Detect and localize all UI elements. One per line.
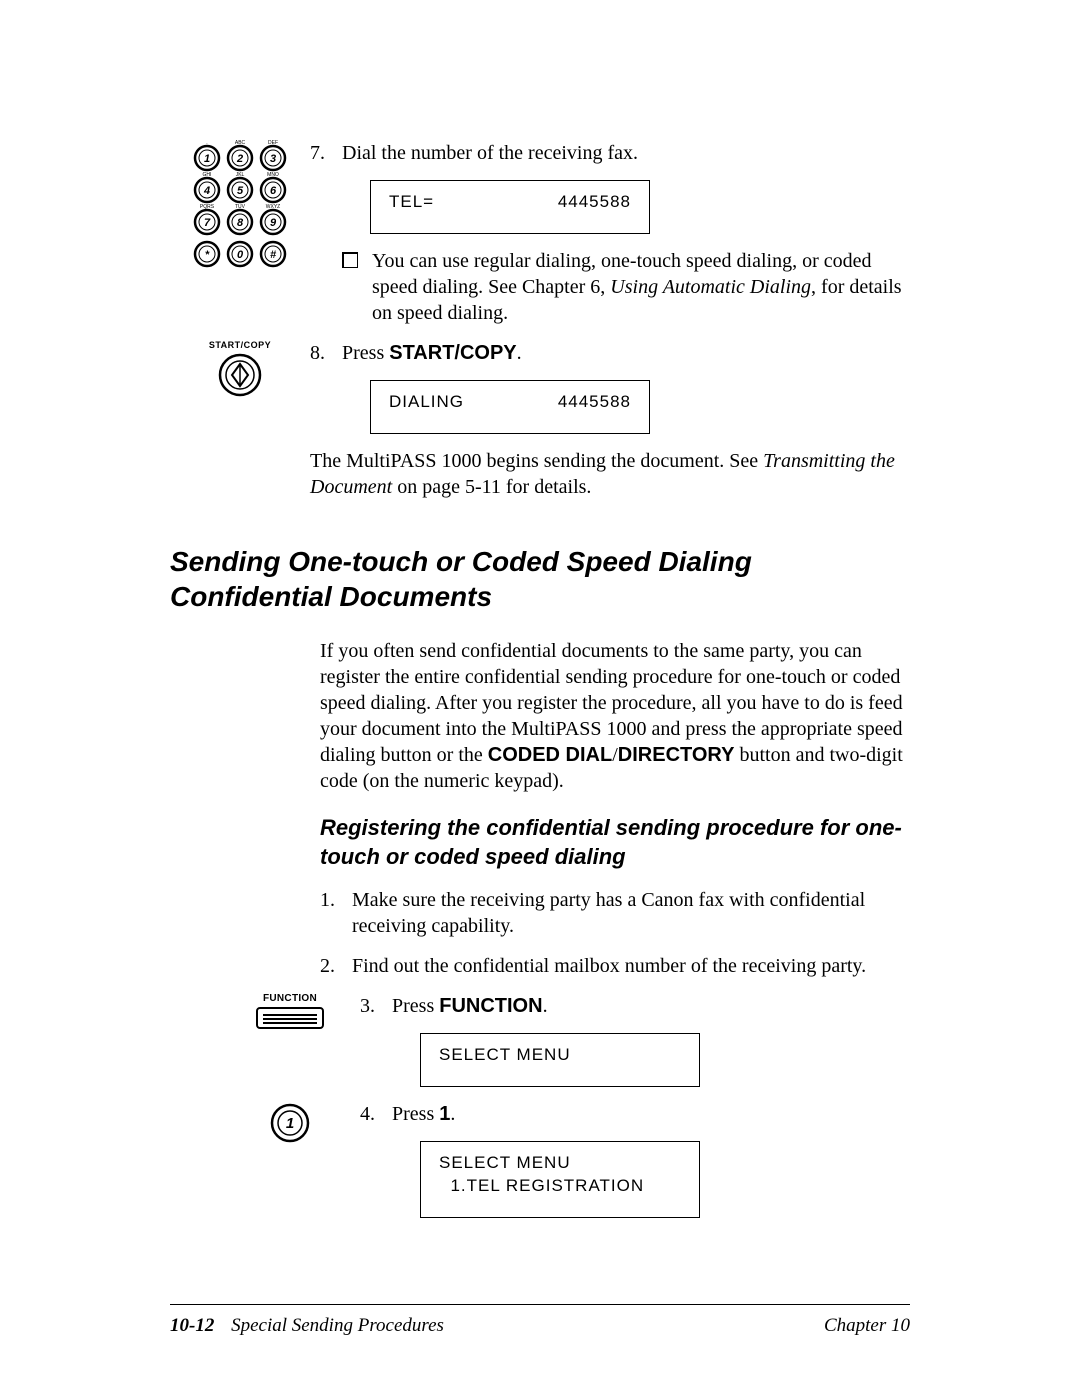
reg-step-4-post: . — [450, 1103, 455, 1125]
step-8-number: 8. — [310, 340, 342, 366]
footer-rule — [170, 1304, 910, 1305]
svg-text:DEF: DEF — [268, 140, 278, 146]
step-8-row: START/COPY 8. Press START/COPY. — [170, 340, 910, 514]
reg-step-3-row: FUNCTION 3. Press FUNCTION. — [170, 993, 910, 1101]
start-copy-icon: START/COPY — [170, 340, 310, 400]
reg-step-4-bold: 1 — [439, 1103, 450, 1125]
svg-text:1: 1 — [286, 1115, 294, 1132]
reg-step-4-row: 1 4. Press 1. SELECT MENU 1.TEL REGISTRA… — [170, 1101, 910, 1231]
content-area: 1 2 3 4 5 6 7 8 9 * 0 # . ABC DEF GHI JKL MNO PQRS TU… — [170, 140, 910, 1232]
svg-text:0: 0 — [237, 249, 244, 261]
step-8-after-pre: The MultiPASS 1000 begins sending the do… — [310, 450, 763, 472]
note-ital: Using Automatic Dialing — [610, 276, 811, 298]
reg-step-1-text: Make sure the receiving party has a Cano… — [352, 887, 910, 939]
svg-text:2: 2 — [236, 153, 243, 165]
lcd-select-menu-2: SELECT MENU 1.TEL REGISTRATION — [420, 1141, 700, 1217]
keypad-icon: 1 2 3 4 5 6 7 8 9 * 0 # . ABC DEF GHI JKL MNO PQRS TU… — [170, 140, 310, 270]
lcd-dialing-left: DIALING — [389, 391, 464, 413]
reg-step-1: 1. Make sure the receiving party has a C… — [320, 887, 910, 939]
svg-text:3: 3 — [270, 153, 276, 165]
step-8: 8. Press START/COPY. — [310, 340, 910, 366]
footer-left-text: Special Sending Procedures — [231, 1315, 444, 1336]
svg-text:*: * — [205, 249, 210, 261]
reg-step-3-num: 3. — [360, 993, 392, 1019]
start-copy-label: START/COPY — [209, 340, 271, 350]
page: 1 2 3 4 5 6 7 8 9 * 0 # . ABC DEF GHI JKL MNO PQRS TU… — [0, 0, 1080, 1397]
intro-b2: DIRECTORY — [618, 744, 735, 766]
reg-step-4-pre: Press — [392, 1103, 439, 1125]
reg-step-3-pre: Press — [392, 995, 439, 1017]
lcd-tel-right: 4445588 — [558, 191, 631, 213]
svg-text:MNO: MNO — [267, 172, 279, 178]
svg-text:6: 6 — [270, 185, 277, 197]
intro-b1: CODED DIAL — [488, 744, 612, 766]
square-bullet-icon — [342, 252, 358, 268]
svg-text:TUV: TUV — [235, 204, 246, 210]
svg-text:1: 1 — [204, 153, 210, 165]
page-footer: 10-12 Special Sending Procedures Chapter… — [170, 1304, 910, 1337]
lcd-dialing: DIALING 4445588 — [370, 380, 650, 434]
subsection-title: Registering the confidential sending pro… — [320, 814, 910, 871]
svg-text:5: 5 — [237, 185, 244, 197]
step-7-number: 7. — [310, 140, 342, 166]
function-icon: FUNCTION — [170, 993, 360, 1032]
reg-step-4: 4. Press 1. — [360, 1101, 910, 1127]
svg-text:PQRS: PQRS — [200, 204, 215, 210]
lcd-select-menu-2-l2: 1.TEL REGISTRATION — [439, 1175, 681, 1197]
lcd-select-menu-1-text: SELECT MENU — [439, 1044, 681, 1066]
step-7-text: Dial the number of the receiving fax. — [342, 140, 910, 166]
svg-text:4: 4 — [203, 185, 210, 197]
svg-text:9: 9 — [270, 217, 277, 229]
lcd-select-menu-2-l1: SELECT MENU — [439, 1152, 681, 1174]
step-7-note: You can use regular dialing, one-touch s… — [342, 248, 910, 326]
svg-text:ABC: ABC — [235, 140, 246, 146]
lcd-tel-left: TEL= — [389, 191, 434, 213]
svg-text:WXYZ: WXYZ — [266, 204, 280, 210]
reg-step-3-bold: FUNCTION — [439, 995, 542, 1017]
step-8-bold: START/COPY — [389, 342, 516, 364]
intro-paragraph: If you often send confidential documents… — [320, 638, 910, 794]
step-8-pre: Press — [342, 342, 389, 364]
reg-step-2-text: Find out the confidential mailbox number… — [352, 953, 910, 979]
footer-right-text: Chapter 10 — [824, 1315, 910, 1337]
section-title: Sending One-touch or Coded Speed Dialing… — [170, 544, 910, 614]
step-8-after-post: on page 5-11 for details. — [392, 476, 591, 498]
lcd-select-menu-1: SELECT MENU — [420, 1033, 700, 1087]
svg-text:#: # — [270, 249, 277, 261]
svg-text:GHI: GHI — [203, 172, 212, 178]
reg-step-3: 3. Press FUNCTION. — [360, 993, 910, 1019]
reg-step-2-num: 2. — [320, 953, 352, 979]
key-1-icon: 1 — [170, 1101, 360, 1145]
reg-step-3-post: . — [543, 995, 548, 1017]
step-7: 7. Dial the number of the receiving fax. — [310, 140, 910, 166]
lcd-tel: TEL= 4445588 — [370, 180, 650, 234]
reg-step-1-num: 1. — [320, 887, 352, 939]
svg-text:JKL: JKL — [236, 172, 245, 178]
lcd-dialing-right: 4445588 — [558, 391, 631, 413]
reg-step-4-num: 4. — [360, 1101, 392, 1127]
svg-text:7: 7 — [204, 217, 211, 229]
svg-text:.: . — [206, 140, 207, 146]
step-7-row: 1 2 3 4 5 6 7 8 9 * 0 # . ABC DEF GHI JKL MNO PQRS TU… — [170, 140, 910, 340]
reg-step-2: 2. Find out the confidential mailbox num… — [320, 953, 910, 979]
footer-page-number: 10-12 — [170, 1315, 214, 1336]
function-label: FUNCTION — [263, 993, 317, 1004]
svg-text:8: 8 — [237, 217, 244, 229]
step-8-post: . — [517, 342, 522, 364]
